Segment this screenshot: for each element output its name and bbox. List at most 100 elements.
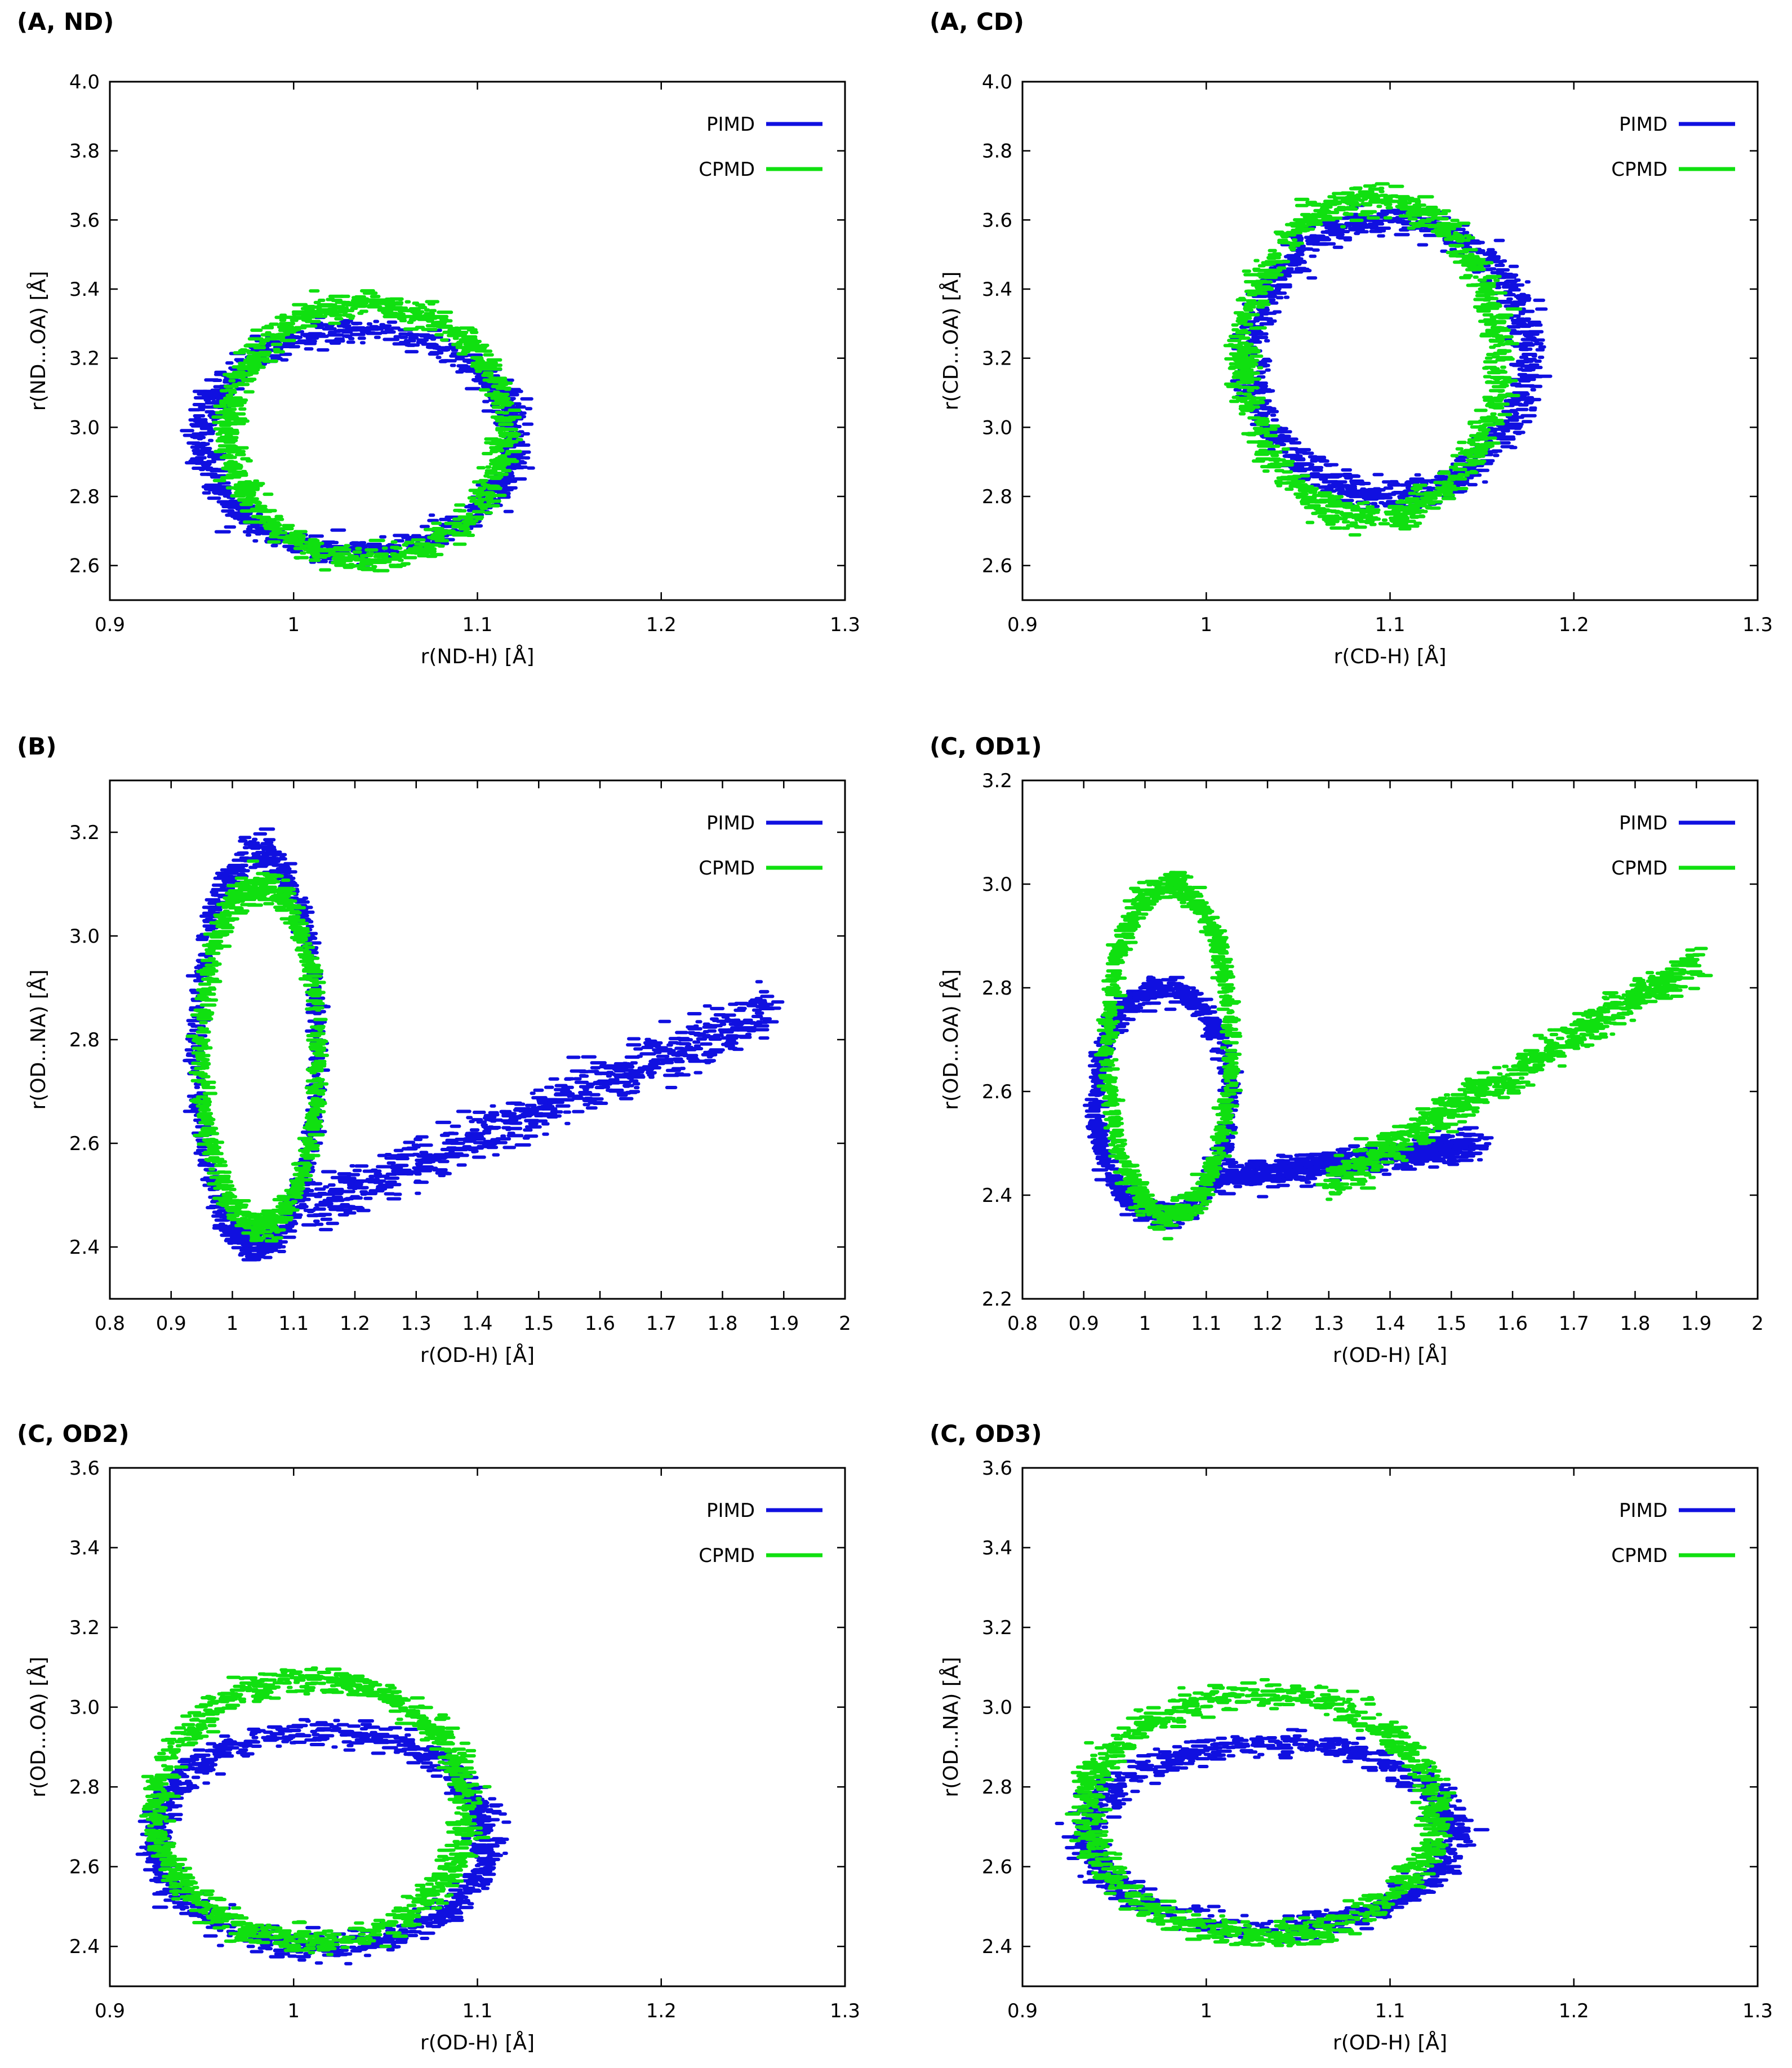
pimd-point <box>737 1007 745 1010</box>
cpmd-point <box>213 405 227 408</box>
pimd-point <box>406 332 413 335</box>
pimd-point <box>257 1252 267 1255</box>
cpmd-point <box>1272 252 1282 256</box>
pimd-point <box>301 1223 317 1227</box>
pimd-point <box>629 1090 640 1093</box>
pimd-point <box>367 322 372 326</box>
pimd-point <box>563 1098 575 1102</box>
pimd-point <box>627 1037 641 1041</box>
x-tick-label: 1 <box>226 1312 239 1335</box>
cpmd-point <box>306 551 315 554</box>
cpmd-point <box>223 449 235 452</box>
pimd-point <box>1348 223 1362 226</box>
pimd-point <box>1394 233 1409 236</box>
cpmd-point <box>1239 321 1247 324</box>
pimd-point <box>515 405 526 409</box>
cpmd-point <box>456 352 468 356</box>
pimd-point <box>675 1031 688 1034</box>
cpmd-point <box>463 522 473 525</box>
cpmd-point <box>304 325 318 328</box>
pimd-point <box>1257 412 1270 415</box>
cpmd-point <box>225 454 232 457</box>
cpmd-point <box>1247 378 1261 381</box>
cpmd-point <box>1395 205 1402 208</box>
cpmd-point <box>1333 514 1340 518</box>
cpmd-point <box>491 438 502 442</box>
pimd-point <box>255 532 262 536</box>
pimd-point <box>188 418 198 421</box>
cpmd-point <box>1268 249 1277 252</box>
cpmd-point <box>309 289 319 292</box>
pimd-point <box>1415 473 1421 477</box>
y-tick-label: 3.2 <box>982 348 1012 370</box>
cpmd-point <box>432 316 441 319</box>
cpmd-point <box>1484 441 1501 445</box>
y-tick-label: 3.2 <box>69 348 100 370</box>
pimd-point <box>1493 454 1500 457</box>
cpmd-point <box>262 352 270 356</box>
cpmd-point <box>1425 209 1440 212</box>
y-tick-label: 3.0 <box>69 416 100 439</box>
cpmd-point <box>1328 495 1344 499</box>
cpmd-point <box>1246 290 1260 293</box>
cpmd-point <box>1305 488 1315 491</box>
legend-label: CPMD <box>699 158 755 181</box>
cpmd-point <box>1320 499 1337 502</box>
pimd-point <box>1300 468 1312 471</box>
pimd-point <box>1512 330 1520 334</box>
pimd-point <box>1295 451 1307 454</box>
cpmd-point <box>224 441 236 444</box>
y-tick-label: 4.0 <box>982 71 1012 94</box>
pimd-point <box>1341 468 1352 472</box>
pimd-point <box>282 882 290 885</box>
pimd-point <box>1516 295 1525 299</box>
pimd-point <box>1312 248 1320 252</box>
cpmd-point <box>280 339 296 342</box>
pimd-point <box>549 1077 559 1081</box>
pimd-point <box>1260 322 1274 326</box>
cpmd-point <box>1399 214 1413 218</box>
pimd-point <box>403 1140 415 1144</box>
cpmd-point <box>1256 420 1270 423</box>
pimd-point <box>1491 256 1501 260</box>
pimd-point <box>207 455 220 458</box>
pimd-point <box>710 1036 721 1040</box>
pimd-point <box>1389 480 1399 483</box>
cpmd-point <box>434 530 443 534</box>
x-tick-label: 1.5 <box>523 1312 554 1335</box>
cpmd-point <box>385 314 399 317</box>
pimd-point <box>308 534 324 538</box>
legend-label: PIMD <box>1619 113 1668 136</box>
cpmd-point <box>259 343 266 346</box>
cpmd-point <box>219 401 233 405</box>
cpmd-point <box>1500 316 1510 319</box>
cpmd-point <box>1482 396 1493 399</box>
cpmd-point <box>403 315 419 318</box>
pimd-point <box>304 347 314 350</box>
cpmd-point <box>262 508 268 511</box>
cpmd-point <box>272 530 283 534</box>
cpmd-point <box>246 481 252 484</box>
x-tick-label: 1.3 <box>401 1312 432 1335</box>
cpmd-point <box>1355 193 1369 197</box>
cpmd-point <box>251 515 263 518</box>
cpmd-point <box>328 553 338 556</box>
pimd-point <box>626 1043 641 1046</box>
cpmd-point <box>1366 514 1373 517</box>
pimd-point <box>379 535 386 539</box>
pimd-point <box>207 926 215 929</box>
cpmd-point <box>425 543 442 547</box>
pimd-point <box>247 846 258 849</box>
pimd-point <box>201 1163 207 1166</box>
cpmd-point <box>1487 371 1501 374</box>
cpmd-point <box>1395 195 1410 198</box>
cpmd-point <box>1468 438 1480 442</box>
cpmd-point <box>1369 511 1380 514</box>
pimd-point <box>1534 342 1544 345</box>
cpmd-point <box>1231 328 1239 331</box>
pimd-point <box>759 1004 770 1007</box>
cpmd-point <box>1408 500 1425 503</box>
cpmd-point <box>501 441 515 445</box>
pimd-point <box>1482 480 1488 483</box>
